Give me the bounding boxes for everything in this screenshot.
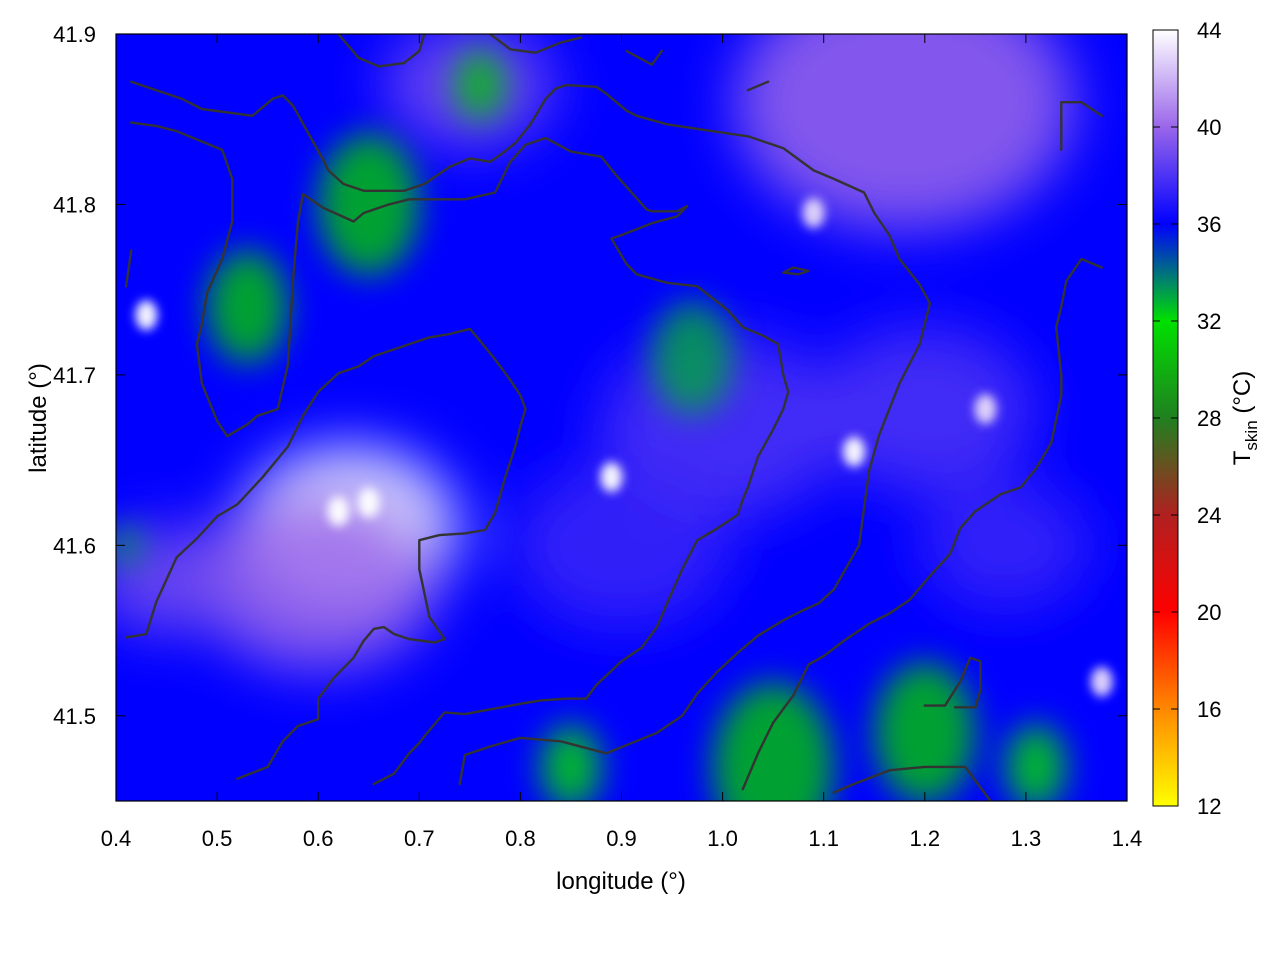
contour-line [625, 49, 664, 66]
colorbar-label-sub: skin [1242, 420, 1261, 450]
x-tick-label: 1.3 [1011, 826, 1042, 851]
cool-zone [454, 49, 506, 121]
hot-spots [135, 197, 1113, 697]
warm-zone [512, 463, 731, 628]
contour-line [1060, 100, 1103, 152]
x-tick-label: 1.2 [910, 826, 941, 851]
warm-zones [116, 34, 1091, 671]
hot-spot [600, 462, 623, 493]
colorbar-tick-label: 16 [1197, 697, 1221, 722]
x-tick-label: 1.0 [707, 826, 738, 851]
y-tick-label: 41.8 [53, 192, 96, 217]
colorbar-label-unit: (°C) [1229, 371, 1256, 421]
hot-spot [1090, 666, 1113, 697]
warm-zone [116, 524, 240, 634]
colorbar: 12 16 20 24 28 32 36 40 44 Tskin (°C) [1152, 18, 1261, 819]
cool-zone [540, 724, 602, 801]
contour-line [746, 80, 770, 92]
x-tick-label: 1.1 [808, 826, 839, 851]
heatmap-field [116, 34, 1113, 801]
contour-line [337, 34, 426, 68]
x-tick-label: 0.8 [505, 826, 536, 851]
colorbar-tick-label: 44 [1197, 18, 1221, 43]
contour-line [923, 656, 982, 709]
y-axis-label: latitude (°) [25, 363, 52, 473]
colorbar-label-main: T [1229, 450, 1256, 465]
warm-zone [734, 34, 1075, 230]
hot-spot [802, 197, 825, 228]
x-axis-label: longitude (°) [556, 868, 686, 895]
contour-lines [124, 34, 1103, 801]
y-tick-label: 41.7 [53, 363, 96, 388]
y-tick-label: 41.9 [53, 22, 96, 47]
x-tick-label: 0.7 [404, 826, 435, 851]
contour-line [129, 121, 790, 786]
cool-zone [651, 301, 733, 415]
x-tick-label: 0.6 [303, 826, 334, 851]
contour-line [832, 765, 992, 801]
x-tick-label: 0.9 [606, 826, 637, 851]
colorbar-ticks: 12 16 20 24 28 32 36 40 44 [1153, 18, 1221, 819]
hot-spot [843, 436, 866, 467]
colorbar-tick-label: 12 [1197, 794, 1221, 819]
hot-spot [357, 487, 380, 518]
cool-zone [318, 133, 420, 276]
plot-area [116, 34, 1127, 801]
warm-zone [196, 488, 440, 671]
cool-zone [1005, 724, 1067, 801]
warm-zone [920, 481, 1091, 610]
cool-zone [116, 524, 142, 567]
contour-line [782, 266, 810, 276]
y-tick-label: 41.6 [53, 533, 96, 558]
x-tick-label: 0.4 [101, 826, 132, 851]
colorbar-tick-label: 24 [1197, 503, 1221, 528]
hot-spot [974, 393, 997, 424]
colorbar-tick-label: 40 [1197, 115, 1221, 140]
x-tick-label: 1.4 [1112, 826, 1143, 851]
hot-spot [327, 496, 350, 527]
contour-line [129, 80, 932, 786]
contour-line [741, 257, 1103, 791]
hot-spot [135, 300, 158, 331]
x-tick-label: 0.5 [202, 826, 233, 851]
x-axis-ticks: 0.4 0.5 0.6 0.7 0.8 0.9 1.0 1.1 1.2 1.3 1.4 [101, 34, 1143, 851]
colorbar-tick-label: 20 [1197, 600, 1221, 625]
y-tick-label: 41.5 [53, 704, 96, 729]
contour-line [488, 34, 583, 54]
colorbar-tick-label: 28 [1197, 406, 1221, 431]
cool-zone [712, 682, 834, 801]
colorbar-tick-label: 32 [1197, 309, 1221, 334]
warm-zone [815, 327, 1034, 491]
cool-zone [206, 250, 288, 364]
y-axis-ticks: 41.5 41.6 41.7 41.8 41.9 [53, 22, 1127, 729]
colorbar-label: Tskin (°C) [1229, 371, 1261, 466]
contour-line [124, 327, 527, 780]
contour-line [124, 249, 133, 288]
colorbar-tick-label: 36 [1197, 212, 1221, 237]
